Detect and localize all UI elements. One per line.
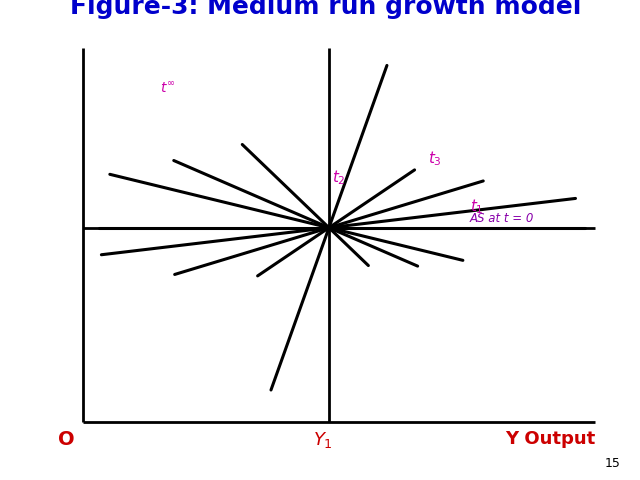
Text: Y Output: Y Output <box>505 430 595 447</box>
Text: O: O <box>58 430 74 449</box>
Text: AS at t = 0: AS at t = 0 <box>470 212 534 225</box>
Text: $t_2$: $t_2$ <box>332 168 346 187</box>
Text: $t^{\infty}$: $t^{\infty}$ <box>160 82 175 96</box>
Text: $t_3$: $t_3$ <box>428 149 442 168</box>
Text: 15: 15 <box>605 457 621 470</box>
Text: $t_1$: $t_1$ <box>470 197 483 216</box>
Text: Figure-3: Medium run growth model: Figure-3: Medium run growth model <box>70 0 582 19</box>
Text: $Y_1$: $Y_1$ <box>312 430 333 450</box>
